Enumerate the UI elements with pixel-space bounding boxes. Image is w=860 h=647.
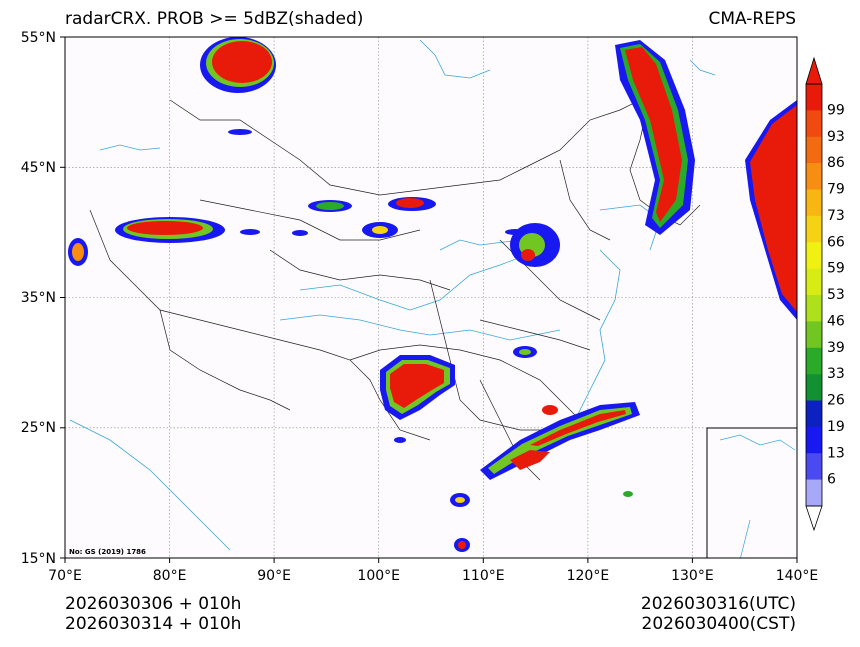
colorbar-label: 53 — [827, 287, 845, 303]
init-time-cst: 2026030314 + 010h — [65, 614, 242, 634]
colorbar-label: 6 — [827, 472, 836, 488]
x-tick-label: 70°E — [48, 568, 82, 584]
colorbar-label: 93 — [827, 129, 845, 145]
plot-title: radarCRX. PROB >= 5dBZ(shaded) — [65, 9, 364, 29]
x-tick-labels: 70°E 80°E 90°E 100°E 110°E 120°E 130°E 1… — [48, 568, 818, 584]
x-tick-label: 110°E — [462, 568, 505, 584]
colorbar-label: 59 — [827, 261, 845, 277]
colorbar-segment — [806, 400, 822, 428]
x-tick-label: 130°E — [671, 568, 714, 584]
colorbar-label: 33 — [827, 366, 845, 382]
probability-shading — [68, 37, 797, 552]
colorbar-frame — [805, 83, 823, 507]
y-tick-label: 25°N — [21, 420, 56, 436]
colorbar-segment — [806, 189, 822, 217]
colorbar-label: 79 — [827, 182, 845, 198]
y-tick-label: 45°N — [21, 160, 56, 176]
colorbar-segment — [806, 268, 822, 296]
y-tick-label: 35°N — [21, 290, 56, 306]
colorbar-segment — [806, 163, 822, 190]
colorbar-segment — [806, 136, 822, 164]
colorbar-label: 26 — [827, 393, 845, 409]
south-china-sea-inset — [706, 427, 797, 558]
colorbar-segment — [806, 84, 822, 111]
colorbar-label: 13 — [827, 445, 845, 461]
y-tick-labels: 55°N 45°N 35°N 25°N 15°N — [21, 30, 56, 567]
colorbar-max-extension — [805, 56, 823, 85]
colorbar-segment — [806, 374, 822, 401]
colorbar-label: 73 — [827, 208, 845, 224]
colorbar-segment — [806, 295, 822, 322]
colorbar-label: 66 — [827, 234, 845, 250]
y-tick-label: 15°N — [21, 551, 56, 567]
init-times: 2026030306 + 010h 2026030314 + 010h — [65, 594, 241, 634]
colorbar-segment — [806, 215, 822, 243]
colorbar-segment — [806, 426, 822, 454]
colorbar-min-extension — [805, 505, 823, 532]
x-tick-label: 80°E — [153, 568, 187, 584]
valid-time-cst: 2026030400(CST) — [641, 614, 796, 634]
colorbar-label: 86 — [827, 155, 845, 171]
colorbar-label: 39 — [827, 340, 845, 356]
x-tick-label: 140°E — [776, 568, 819, 584]
init-time-utc: 2026030306 + 010h — [65, 594, 242, 614]
x-tick-label: 120°E — [567, 568, 610, 584]
y-tick-label: 55°N — [21, 30, 56, 46]
colorbar-segment — [806, 110, 822, 138]
colorbar-segment — [806, 479, 822, 507]
colorbar-segment — [806, 453, 822, 480]
colorbar-segment — [806, 321, 822, 349]
colorbar-segment — [806, 347, 822, 375]
x-tick-label: 90°E — [257, 568, 291, 584]
colorbar: 99 93 86 79 73 66 59 53 46 39 33 26 19 13 6 — [805, 56, 845, 532]
boundaries — [89, 94, 701, 481]
colorbar-segment — [806, 242, 822, 269]
colorbar-label: 19 — [827, 419, 845, 435]
map-approval-number: No: GS (2019) 1786 — [69, 548, 146, 556]
colorbar-label: 46 — [827, 313, 845, 329]
tick-marks — [60, 36, 798, 563]
colorbar-label: 99 — [827, 102, 845, 118]
valid-time-utc: 2026030316(UTC) — [640, 594, 796, 614]
valid-times: 2026030316(UTC) 2026030400(CST) — [641, 594, 796, 634]
x-tick-label: 100°E — [357, 568, 400, 584]
model-name: CMA-REPS — [708, 9, 796, 29]
